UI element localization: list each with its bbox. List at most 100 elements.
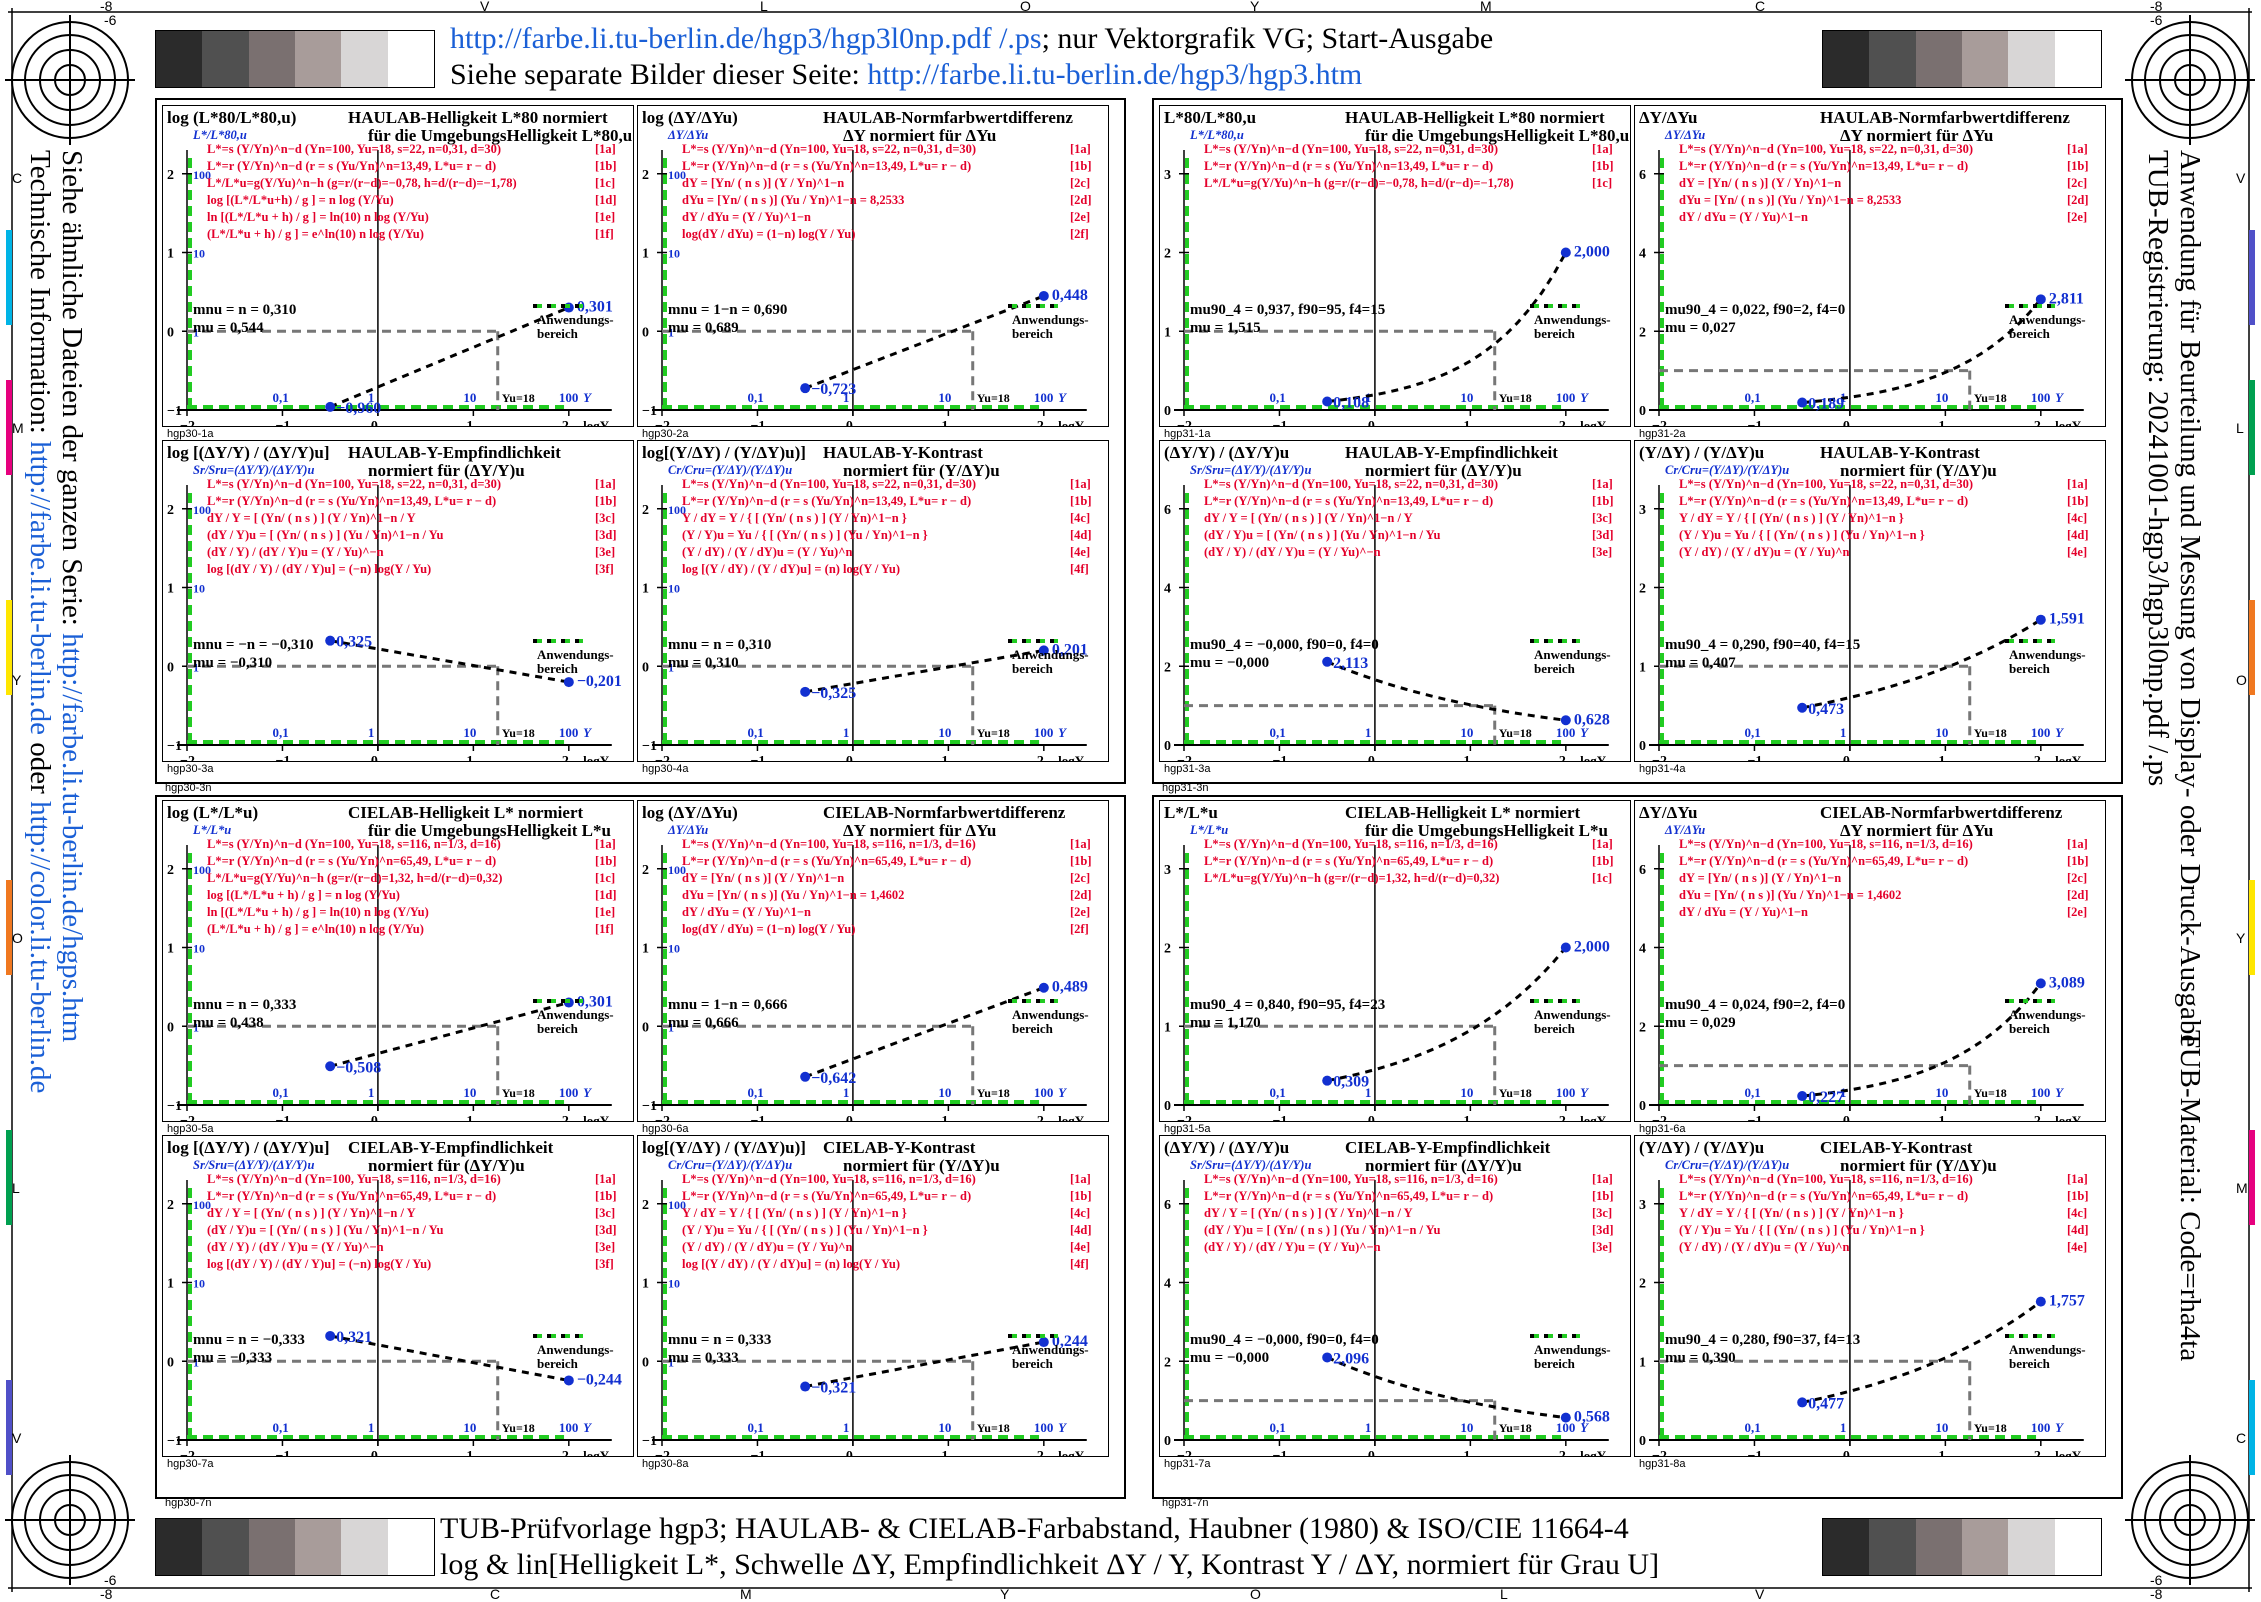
y-tick-lin-label: 10	[193, 247, 205, 261]
panel-y-label: log [(ΔY/Y) / (ΔY/Y)u]	[167, 443, 330, 462]
x-tick-y-label: 100	[559, 725, 579, 740]
data-point-start	[325, 1330, 336, 1341]
formula-line: dYu = [Yn/ ( n s )] (Yu / Yn)^1−n = 8,25…	[1679, 193, 1902, 207]
x-axis-label: logY	[1580, 418, 1607, 426]
panel-y-label: log [(ΔY/Y) / (ΔY/Y)u]	[167, 1138, 330, 1157]
gray-scale-bar-top-left	[155, 30, 435, 88]
panel-subtitle: für die UmgebungsHelligkeit L*u	[1365, 821, 1608, 840]
formula-tag: [4c]	[1070, 1206, 1091, 1220]
x-tick-y-label: 10	[1460, 725, 1473, 740]
anwendung-label: Anwendungs-	[1012, 312, 1089, 327]
formula-tag: [3c]	[1592, 1206, 1613, 1220]
x-tick-y-label: 1	[1840, 1085, 1847, 1100]
y-tick-label: 2	[1164, 1355, 1171, 1370]
edge-label-left: Y	[12, 672, 22, 688]
x-tick-label: 2	[1559, 1114, 1566, 1121]
panel-axis-quantity: Cr/Cru=(Y/ΔY)/(Y/ΔY)u	[668, 1158, 793, 1172]
gray-step	[387, 1519, 434, 1575]
chart-panel: −2 −1 0 1 2 0,1 1 10 100 logY Y 0 1 2 3 0,108 2,000 Yu=18…	[1159, 105, 1631, 440]
panel-y-label: L*80/L*80,u	[1164, 108, 1257, 127]
panel-subtitle: normiert für (Y/ΔY)u	[1840, 461, 1997, 480]
data-curve	[804, 986, 1045, 1079]
data-label-start: −0,508	[336, 1059, 381, 1076]
mean-note: mu = −0,310	[193, 655, 273, 671]
formula-line: L*=r (Y/Yn)^n−d (r = s (Yu/Yn)^n=65,49, …	[1204, 854, 1494, 868]
x-axis-label: logY	[583, 1113, 610, 1121]
panel-subtitle: normiert für (Y/ΔY)u	[1840, 1156, 1997, 1175]
edge-label-bottom: -8	[100, 1586, 113, 1602]
y-tick-label: 1	[167, 247, 174, 262]
y-tick-lin-label: 10	[668, 1277, 680, 1291]
header-line-1: http://farbe.li.tu-berlin.de/hgp3/hgp3l0…	[450, 22, 1493, 56]
formula-tag: [1b]	[2067, 1189, 2089, 1203]
data-label-end: 0,244	[1052, 1333, 1088, 1350]
formula-tag: [4e]	[2067, 1240, 2088, 1254]
formula-line: (dY / Y) / (dY / Y)u = (Y / Yu)^−n	[1204, 545, 1381, 559]
gray-step	[202, 31, 249, 87]
x-axis-y-symbol: Y	[1580, 725, 1589, 740]
x-tick-label: 0	[371, 419, 378, 426]
x-axis-label: logY	[1580, 1448, 1607, 1456]
header-pdf-link[interactable]: http://farbe.li.tu-berlin.de/hgp3/hgp3l0…	[450, 22, 1042, 55]
mean-note: mu = 0,333	[668, 1350, 739, 1366]
panel-title: HAULAB-Normfarbwertdifferenz	[1820, 108, 2070, 127]
x-tick-label: −2	[180, 419, 195, 426]
y-tick-label: −1	[167, 404, 182, 419]
formula-line: L*=s (Y/Yn)^n−d (Yn=100, Yu=18, s=116, n…	[1679, 1172, 1973, 1186]
color-link[interactable]: http://color.li.tu-berlin.de	[24, 801, 56, 1094]
mean-note: mu = 0,407	[1665, 655, 1736, 671]
edge-label-top: L	[760, 0, 768, 14]
data-label-start: 0,473	[1808, 701, 1844, 718]
anwendung-label: Anwendungs-	[1012, 1007, 1089, 1022]
chart-plot: −2 −1 0 1 2 0,1 1 10 100 logY Y 0 1 2 3 0,108 2,000 Yu=18	[1164, 150, 1610, 426]
formula-tag: [4c]	[2067, 1206, 2088, 1220]
x-tick-y-label: 10	[1935, 1085, 1948, 1100]
formula-line: log [(L*/L*u+h) / g ] = n log (Y/Yu)	[207, 193, 394, 207]
panel-title: HAULAB-Y-Kontrast	[823, 443, 983, 462]
panel-subtitle: normiert für (ΔY/Y)u	[368, 1156, 525, 1175]
panel-title: HAULAB-Y-Kontrast	[1820, 443, 1980, 462]
panel-axis-quantity: Sr/Sru=(ΔY/Y)/(ΔY/Y)u	[193, 1158, 315, 1172]
panel-axis-quantity: Cr/Cru=(Y/ΔY)/(Y/ΔY)u	[1665, 463, 1790, 477]
panel-title: CIELAB-Helligkeit L* normiert	[1345, 803, 1581, 822]
gray-step	[1823, 31, 1870, 87]
series-link[interactable]: http://farbe.li.tu-berlin.de/hgps.htm	[56, 633, 88, 1043]
quadrant-haulab-log	[155, 98, 1126, 784]
edge-label-left: C	[12, 170, 23, 186]
slope-note: mu90_4 = 0,290, f90=40, f4=15	[1665, 637, 1861, 653]
x-tick-y-label: 100	[1556, 1420, 1576, 1435]
data-point-end	[563, 677, 574, 688]
formula-tag: [2c]	[2067, 871, 2088, 885]
x-tick-label: −1	[1747, 1449, 1762, 1456]
x-axis-y-symbol: Y	[2055, 390, 2064, 405]
farbe-link[interactable]: http://farbe.li.tu-berlin.de	[24, 441, 56, 736]
header-htm-link[interactable]: http://farbe.li.tu-berlin.de/hgp3/hgp3.h…	[867, 58, 1363, 91]
formula-line: (dY / Y)u = [ (Yn/ ( n s ) ] (Yu / Yn)^1…	[1204, 528, 1441, 542]
edge-label-right: M	[2236, 1180, 2248, 1196]
formula-tag: [1c]	[1592, 871, 1613, 885]
panel-subtitle: normiert für (ΔY/Y)u	[1365, 1156, 1522, 1175]
edge-label-top: -8	[2150, 0, 2163, 14]
x-tick-label: 1	[941, 419, 948, 426]
x-tick-label: 0	[1843, 1114, 1850, 1121]
formula-tag: [3c]	[595, 511, 616, 525]
formula-line: L*=r (Y/Yn)^n−d (r = s (Yu/Yn)^n=65,49, …	[682, 1189, 972, 1203]
formula-tag: [1b]	[595, 854, 617, 868]
anwendung-label-2: bereich	[1534, 326, 1575, 341]
y-tick-label: 1	[642, 247, 649, 262]
formula-tag: [1a]	[2067, 1172, 2088, 1186]
chart-plot: −2 −1 0 1 2 0,1 1 10 100 logY Y 0 1 2 3 0,477 1,757 Yu=18	[1639, 1180, 2085, 1456]
right-side-line-1: TUB-Registrierung: 20241001-hgp3/hgp3l0n…	[2142, 150, 2174, 787]
formula-line: log [(L*/L*u + h) / g ] = n log (Y/Yu)	[207, 888, 400, 902]
anwendung-label-2: bereich	[2009, 661, 2050, 676]
slope-note: mu90_4 = −0,000, f90=0, f4=0	[1190, 1332, 1379, 1348]
formula-tag: [3d]	[1592, 1223, 1614, 1237]
yu-label: Yu=18	[502, 391, 535, 405]
x-tick-label: 0	[371, 1114, 378, 1121]
header-line-2-text: Siehe separate Bilder dieser Seite:	[450, 58, 868, 91]
x-tick-label: 1	[1938, 1449, 1945, 1456]
panel-title: HAULAB-Normfarbwertdifferenz	[823, 108, 1073, 127]
panel-axis-quantity: L*/L*u	[1190, 823, 1229, 837]
formula-line: L*=r (Y/Yn)^n−d (r = s (Yu/Yn)^n=65,49, …	[1204, 1189, 1494, 1203]
x-tick-label: 1	[941, 1114, 948, 1121]
